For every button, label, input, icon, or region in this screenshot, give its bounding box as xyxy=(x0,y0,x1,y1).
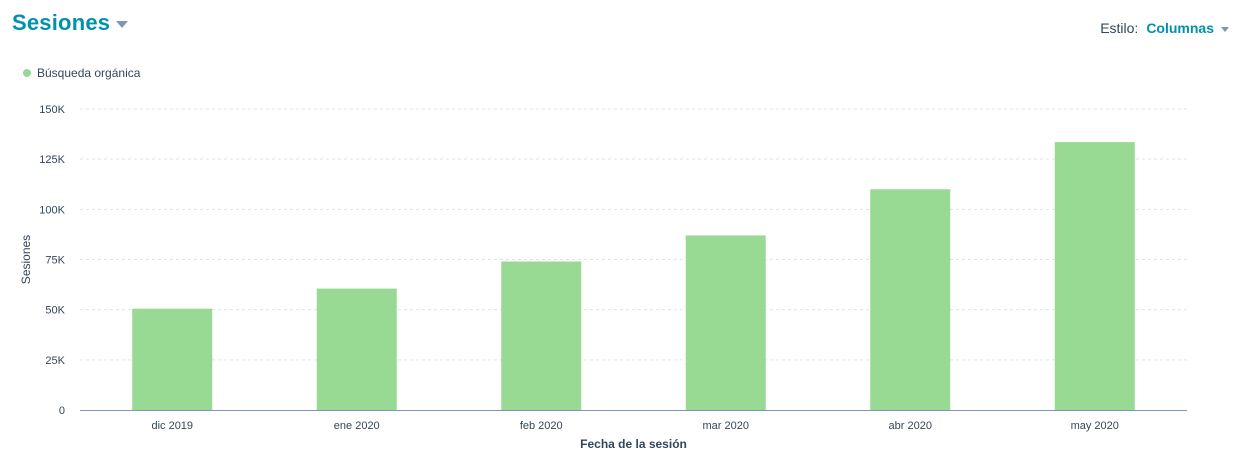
y-tick-label: 150K xyxy=(39,104,65,116)
report-title: Sesiones xyxy=(12,10,111,35)
y-tick-label: 25K xyxy=(45,355,65,367)
bar xyxy=(316,288,397,410)
bar xyxy=(1054,142,1135,411)
x-tick-label: feb 2020 xyxy=(520,420,563,432)
x-tick-label: abr 2020 xyxy=(889,420,932,432)
y-tick-label: 100K xyxy=(39,204,65,216)
bar xyxy=(870,189,951,410)
x-tick-label: dic 2019 xyxy=(151,420,193,432)
report-title-dropdown[interactable]: Sesiones xyxy=(12,10,129,36)
style-dropdown[interactable]: Columnas xyxy=(1146,20,1229,36)
y-tick-label: 0 xyxy=(59,405,65,417)
x-tick-label: may 2020 xyxy=(1071,420,1119,432)
x-tick-label: ene 2020 xyxy=(334,420,380,432)
bar xyxy=(501,261,582,410)
x-axis-title: Fecha de la sesión xyxy=(580,437,687,451)
y-axis-title: Sesiones xyxy=(19,235,33,284)
legend-label: Búsqueda orgánica xyxy=(37,66,141,80)
x-tick-label: mar 2020 xyxy=(703,420,749,432)
chart-legend: Búsqueda orgánica xyxy=(23,66,140,80)
bar xyxy=(132,308,213,410)
legend-swatch xyxy=(23,69,31,77)
chevron-down-icon[interactable] xyxy=(116,21,129,28)
y-tick-label: 50K xyxy=(45,305,65,317)
style-label: Estilo: xyxy=(1100,20,1139,36)
style-dropdown-value: Columnas xyxy=(1146,20,1214,36)
y-tick-label: 75K xyxy=(45,255,65,267)
chevron-down-icon xyxy=(1221,26,1229,32)
y-tick-label: 125K xyxy=(39,154,65,166)
bar xyxy=(685,235,766,410)
style-selector: Estilo: Columnas xyxy=(1100,20,1229,36)
